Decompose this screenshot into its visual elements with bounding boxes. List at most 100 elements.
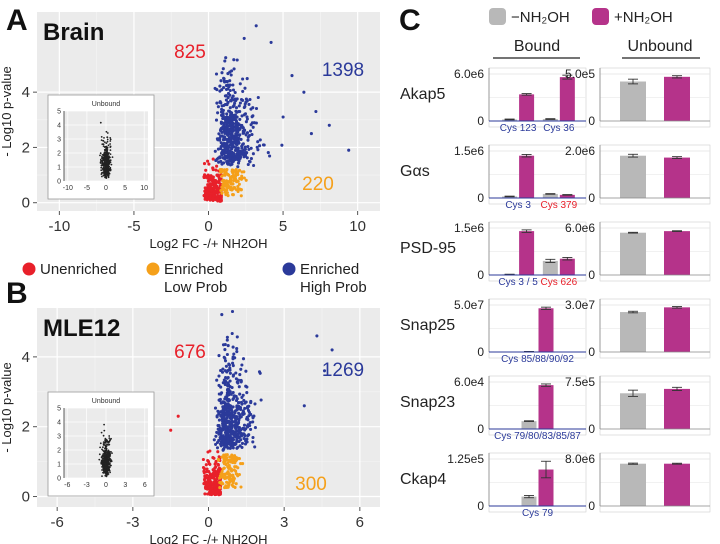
bar	[542, 260, 558, 275]
data-point	[230, 133, 234, 137]
data-point	[208, 480, 213, 484]
data-point	[226, 344, 230, 348]
data-point	[223, 369, 227, 373]
data-point	[233, 90, 237, 95]
data-point	[233, 115, 237, 119]
data-point	[239, 155, 243, 159]
data-point	[219, 113, 224, 117]
data-point	[223, 348, 227, 352]
legend-dot	[22, 262, 36, 276]
data-point	[221, 409, 225, 413]
data-point	[231, 157, 236, 161]
data-point	[217, 354, 221, 358]
data-point	[246, 425, 250, 429]
data-point	[253, 445, 257, 449]
data-point	[242, 398, 246, 402]
inset-point	[102, 140, 105, 142]
data-point	[235, 350, 239, 354]
inset-point	[106, 161, 108, 164]
data-point	[203, 492, 207, 496]
inset-x-tick: 0	[104, 185, 108, 192]
y-max-label: 1.5e6	[454, 144, 484, 158]
data-point	[232, 117, 236, 121]
data-point	[205, 481, 209, 485]
data-point	[250, 132, 254, 137]
data-point	[217, 418, 221, 422]
bar	[542, 119, 558, 121]
bar-row-g-s: Gαs 1.5e6 0 Cys 3 Cys 379 2.0e6 0	[400, 144, 711, 211]
data-point	[220, 313, 224, 317]
data-point	[212, 473, 216, 477]
data-point	[210, 176, 214, 180]
data-point	[224, 376, 228, 380]
inset-point	[104, 155, 106, 158]
inset-point	[105, 465, 108, 467]
data-point	[217, 132, 221, 136]
data-point	[249, 399, 253, 403]
data-point	[218, 399, 222, 403]
bar	[559, 194, 575, 198]
y-max-label: 1.5e6	[454, 221, 484, 235]
x-tick-label: -6	[51, 514, 64, 531]
data-point	[223, 131, 227, 135]
data-point	[211, 456, 215, 460]
data-point	[238, 117, 242, 121]
inset-point	[99, 121, 102, 124]
inset-point	[101, 462, 104, 464]
data-point	[224, 430, 228, 434]
data-point	[218, 89, 222, 93]
data-point	[213, 487, 218, 491]
data-point	[240, 363, 244, 367]
data-point	[223, 173, 227, 177]
data-point	[215, 446, 220, 450]
data-point	[227, 138, 231, 142]
inset-point	[107, 171, 110, 174]
bar	[559, 77, 575, 121]
x-tick-label: -5	[127, 218, 140, 235]
data-point	[245, 115, 249, 119]
data-point	[213, 149, 217, 153]
x-axis-label: Log2 FC -/+ NH2OH	[149, 236, 267, 251]
data-point	[244, 133, 248, 137]
y-axis-label: - Log10 p-value	[0, 362, 14, 452]
data-point	[258, 144, 262, 148]
inset-x-tick: -6	[64, 482, 70, 489]
data-point	[251, 435, 255, 440]
inset-point	[101, 157, 104, 160]
data-point	[235, 151, 239, 156]
data-point	[229, 186, 233, 190]
data-point	[242, 176, 246, 180]
bar	[521, 421, 537, 429]
data-point	[216, 194, 220, 198]
data-point	[224, 56, 228, 60]
inset-point	[106, 169, 108, 171]
data-point	[218, 155, 222, 159]
y-max-label: 1.25e5	[447, 452, 484, 466]
bar	[620, 232, 646, 275]
inset-point	[108, 469, 111, 472]
data-point	[207, 176, 211, 180]
inset-point	[104, 444, 107, 447]
inset-point	[109, 153, 112, 156]
inset-point	[108, 437, 111, 439]
legend-swatch	[489, 8, 506, 25]
data-point	[236, 445, 240, 449]
data-point	[215, 197, 219, 201]
data-point	[327, 123, 331, 127]
inset-point	[99, 446, 101, 449]
data-point	[218, 486, 222, 490]
data-point	[235, 58, 239, 62]
y-zero-label: 0	[588, 191, 595, 205]
data-point	[230, 168, 234, 172]
inset-point	[106, 148, 108, 151]
data-point	[204, 463, 208, 467]
data-point	[216, 457, 220, 461]
data-point	[224, 425, 228, 429]
data-point	[229, 179, 233, 184]
data-point	[221, 343, 226, 347]
inset-point	[101, 162, 103, 165]
inset-point	[106, 457, 109, 460]
data-point	[236, 170, 240, 174]
data-point	[225, 191, 229, 195]
inset-point	[103, 146, 106, 149]
